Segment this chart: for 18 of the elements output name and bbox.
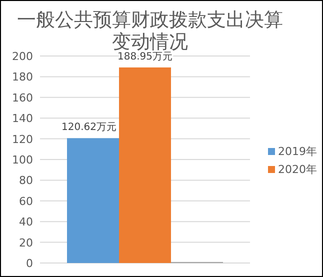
data-label: 120.62万元 (62, 122, 116, 134)
chart-title: 一般公共预算财政拨款支出决算变动情况 (17, 9, 283, 53)
y-tick-label: 40 (19, 216, 33, 229)
y-tick-label: 160 (12, 91, 33, 104)
y-tick-label: 180 (12, 70, 33, 84)
data-label: 188.95万元 (118, 51, 172, 62)
y-tick-label: 140 (12, 112, 33, 126)
y-tick-label: 100 (12, 154, 33, 166)
bar (119, 67, 171, 263)
bar (67, 138, 119, 263)
y-tick-label: 60 (19, 194, 33, 208)
y-tick-label: 200 (12, 50, 33, 63)
y-tick-label: 80 (19, 174, 33, 188)
y-tick-label: 120 (12, 132, 33, 146)
legend-label: 2020年 (278, 163, 317, 176)
y-tick-label: 20 (19, 236, 33, 250)
y-tick-label: 0 (26, 257, 33, 270)
legend-label: 2019年 (278, 145, 317, 158)
